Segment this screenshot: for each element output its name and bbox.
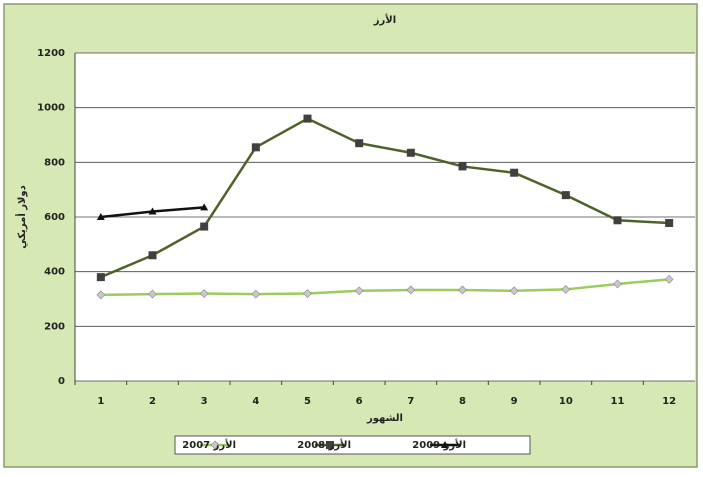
x-tick-label: 11: [611, 396, 625, 407]
x-tick-label: 9: [511, 396, 518, 407]
chart-title: الأرز: [373, 13, 396, 26]
marker: [561, 285, 571, 294]
x-tick-label: 6: [356, 396, 363, 407]
marker: [355, 139, 364, 148]
marker: [664, 274, 674, 284]
marker: [510, 168, 519, 177]
marker: [96, 290, 106, 300]
x-tick-label: 1: [97, 396, 104, 407]
y-axis-label: دولار أمريكي: [15, 185, 28, 249]
marker: [96, 273, 105, 282]
y-tick-label: 400: [44, 267, 65, 278]
y-tick-label: 200: [44, 321, 65, 332]
x-tick-label: 10: [559, 396, 573, 407]
series-line: [100, 117, 670, 279]
marker: [613, 216, 622, 225]
marker: [303, 289, 312, 298]
x-tick-label: 8: [459, 396, 466, 407]
x-tick-label: 2: [149, 396, 156, 407]
y-tick-label: 1000: [37, 103, 65, 114]
y-tick-label: 1200: [37, 48, 65, 59]
marker: [354, 286, 364, 296]
marker: [199, 289, 209, 298]
y-tick-label: 600: [44, 212, 65, 223]
marker: [406, 285, 416, 295]
marker: [458, 285, 467, 295]
marker: [561, 191, 570, 200]
legend-label: الأرز 2007: [182, 438, 236, 451]
marker: [96, 213, 105, 220]
marker: [251, 289, 261, 299]
marker: [148, 251, 157, 260]
marker: [303, 114, 312, 123]
marker: [326, 441, 334, 449]
x-tick-label: 12: [662, 396, 676, 407]
marker: [613, 279, 622, 289]
y-tick-label: 0: [58, 376, 65, 387]
x-tick-label: 4: [252, 396, 259, 407]
marker: [251, 143, 260, 152]
marker: [148, 207, 157, 215]
legend: [174, 435, 531, 455]
x-tick-label: 7: [407, 396, 414, 407]
marker: [200, 203, 209, 211]
marker: [200, 222, 209, 231]
marker: [458, 162, 467, 171]
marker: [441, 441, 449, 448]
x-axis-label: الشهور: [366, 413, 403, 424]
marker: [148, 289, 157, 299]
y-tick-label: 800: [44, 157, 65, 168]
marker: [210, 440, 220, 450]
legend-label: الأرز 2008: [297, 438, 351, 451]
legend-label: الأرز 2009: [412, 438, 466, 451]
marker: [406, 148, 415, 157]
marker: [509, 286, 519, 296]
x-tick-label: 5: [304, 396, 311, 407]
marker: [665, 219, 674, 228]
series-line: [100, 278, 670, 297]
x-tick-label: 3: [201, 396, 208, 407]
